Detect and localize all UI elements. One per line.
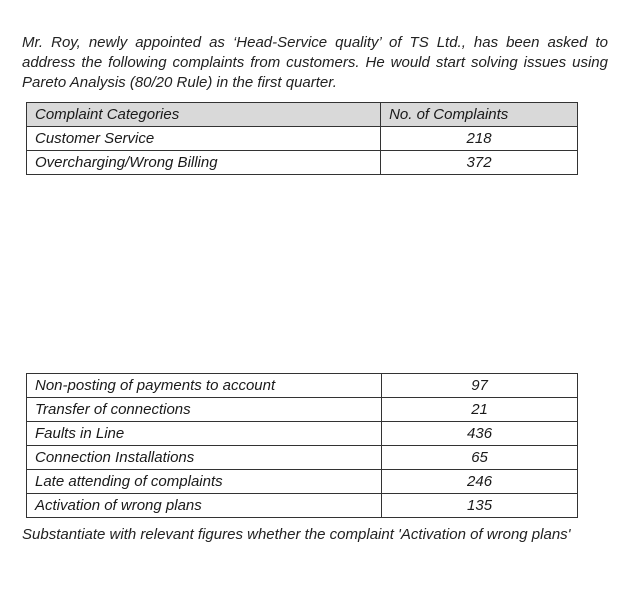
table-row: Late attending of complaints 246 — [27, 470, 578, 494]
closing-paragraph: Substantiate with relevant figures wheth… — [22, 526, 608, 543]
cell-count: 218 — [381, 127, 578, 151]
cell-count: 65 — [382, 446, 578, 470]
cell-count: 21 — [382, 398, 578, 422]
cell-count: 246 — [382, 470, 578, 494]
table-row: Transfer of connections 21 — [27, 398, 578, 422]
intro-paragraph: Mr. Roy, newly appointed as ‘Head-Servic… — [22, 33, 608, 92]
cell-count: 135 — [382, 494, 578, 518]
table-row: Activation of wrong plans 135 — [27, 494, 578, 518]
cell-category: Overcharging/Wrong Billing — [27, 151, 381, 175]
header-count: No. of Complaints — [381, 103, 578, 127]
table-header-row: Complaint Categories No. of Complaints — [27, 103, 578, 127]
cell-category: Faults in Line — [27, 422, 382, 446]
cell-category: Non-posting of payments to account — [27, 374, 382, 398]
table-row: Customer Service 218 — [27, 127, 578, 151]
gap-spacer — [22, 175, 608, 373]
cell-category: Activation of wrong plans — [27, 494, 382, 518]
cell-count: 97 — [382, 374, 578, 398]
cell-category: Transfer of connections — [27, 398, 382, 422]
table-row: Overcharging/Wrong Billing 372 — [27, 151, 578, 175]
complaints-table-top: Complaint Categories No. of Complaints C… — [26, 102, 578, 175]
header-category: Complaint Categories — [27, 103, 381, 127]
cell-category: Connection Installations — [27, 446, 382, 470]
cell-count: 436 — [382, 422, 578, 446]
table-row: Connection Installations 65 — [27, 446, 578, 470]
cell-count: 372 — [381, 151, 578, 175]
cell-category: Customer Service — [27, 127, 381, 151]
complaints-table-bottom: Non-posting of payments to account 97 Tr… — [26, 373, 578, 518]
table-row: Faults in Line 436 — [27, 422, 578, 446]
table-row: Non-posting of payments to account 97 — [27, 374, 578, 398]
cell-category: Late attending of complaints — [27, 470, 382, 494]
